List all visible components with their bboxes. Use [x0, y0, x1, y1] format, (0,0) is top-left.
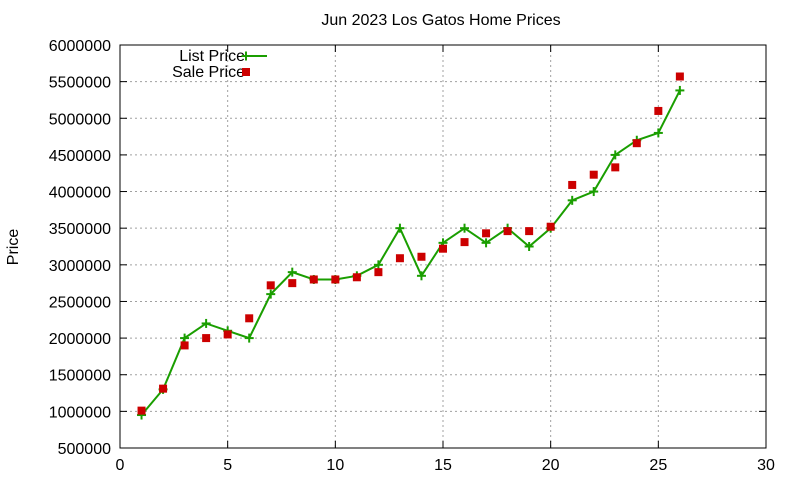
y-tick-label: 3500000 — [49, 221, 111, 238]
y-tick-label: 2000000 — [49, 331, 111, 348]
y-tick-label: 5500000 — [49, 75, 111, 92]
sale-price-point — [159, 384, 168, 393]
legend-label-sale-price: Sale Price — [172, 64, 245, 81]
plot-frame — [119, 44, 767, 449]
y-tick-label: 3000000 — [49, 258, 111, 275]
y-tick-label: 5000000 — [49, 111, 111, 128]
list-price-point — [180, 333, 190, 343]
x-tick-label: 10 — [326, 457, 344, 474]
sale-price-point — [525, 227, 534, 236]
chart-title: Jun 2023 Los Gatos Home Prices — [321, 12, 560, 29]
list-price-point — [460, 223, 470, 233]
y-tick-label: 1000000 — [49, 404, 111, 421]
y-tick-label: 500000 — [58, 441, 111, 458]
legend-marker-list-price — [241, 51, 251, 61]
sale-price-point — [245, 314, 254, 323]
list-price-point — [416, 271, 426, 281]
list-price-point — [567, 195, 577, 205]
sale-price-point — [352, 273, 361, 282]
x-tick-label: 0 — [116, 457, 125, 474]
sale-price-point — [288, 279, 297, 288]
list-price-point — [266, 289, 276, 299]
sale-price-point — [568, 180, 577, 189]
x-tick-label: 30 — [757, 457, 775, 474]
list-price-point — [287, 267, 297, 277]
sale-price-point — [137, 406, 146, 415]
x-tick-label: 15 — [434, 457, 452, 474]
y-tick-label: 6000000 — [49, 38, 111, 55]
sale-price-point — [654, 106, 663, 115]
list-price-point — [524, 242, 534, 251]
y-tick-label: 4500000 — [49, 148, 111, 165]
sale-price-point — [202, 334, 211, 343]
sale-price-point — [331, 275, 340, 284]
list-price-point — [610, 150, 620, 160]
x-tick-label: 25 — [649, 457, 667, 474]
sale-price-point — [180, 341, 189, 350]
sale-price-point — [482, 229, 491, 238]
sale-price-point — [503, 227, 512, 236]
list-price-point — [395, 223, 405, 233]
legend-label-list-price: List Price — [179, 48, 245, 65]
list-price-point — [675, 85, 685, 95]
sale-price-point — [266, 281, 275, 290]
list-price-point — [201, 318, 211, 328]
sale-price-point — [460, 238, 469, 247]
list-price-point — [244, 333, 254, 343]
list-price-point — [481, 238, 491, 248]
y-tick-label: 4000000 — [49, 185, 111, 202]
list-price-point — [589, 187, 599, 197]
sale-price-point — [675, 72, 684, 81]
sale-price-point — [439, 244, 447, 253]
x-tick-label: 20 — [542, 457, 560, 474]
list-price-point — [653, 128, 663, 138]
sale-price-point — [374, 268, 383, 277]
sale-price-point — [395, 254, 404, 263]
y-tick-label: 1500000 — [49, 368, 111, 385]
y-tick-label: 2500000 — [49, 294, 111, 311]
sale-price-point — [632, 139, 641, 148]
legend-swatch-sale-price — [242, 68, 250, 76]
list-price-point — [373, 260, 383, 270]
sale-price-point — [546, 222, 555, 231]
sale-price-point — [611, 163, 620, 172]
plot-series — [137, 72, 685, 420]
x-tick-label: 5 — [223, 457, 232, 474]
axis-ticks: 0 5 10 15 20 25 30 500000 1000000 1500000 2000000 2… — [49, 38, 775, 474]
sale-price-point — [417, 252, 426, 261]
y-axis-label: Price — [5, 229, 22, 266]
sale-price-point — [589, 170, 598, 179]
list-price-line — [140, 89, 681, 416]
sale-price-point — [223, 330, 232, 339]
sale-price-point — [309, 275, 318, 284]
